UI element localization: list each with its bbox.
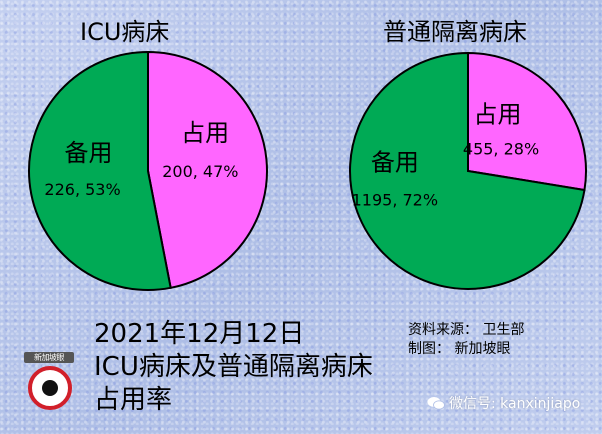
chart-title-icu: ICU病床 — [80, 18, 170, 46]
caption-date: 2021年12月12日 — [94, 319, 305, 349]
brand-logo: 新加坡眼 — [24, 352, 74, 414]
pie-icu-beds: 占用 200, 47% 备用 226, 53% — [28, 50, 268, 291]
chart-title-isolation: 普通隔离病床 — [383, 18, 527, 46]
source-line: 资料来源： 卫生部 — [408, 322, 525, 338]
eye-icon — [28, 366, 72, 410]
watermark-text: 微信号: kanxinjiapo — [449, 396, 581, 412]
slice-value-spare: 1195, 72% — [352, 190, 438, 209]
slice-value-occupied: 200, 47% — [162, 162, 238, 181]
logo-text: 新加坡眼 — [24, 352, 74, 363]
caption-subject: ICU病床及普通隔离病床 — [94, 352, 373, 382]
slice-label-spare: 备用 — [371, 149, 419, 177]
wechat-icon — [427, 397, 445, 410]
caption-rate: 占用率 — [94, 385, 173, 415]
slice-label-occupied: 占用 — [474, 100, 522, 128]
slice-value-occupied: 455, 28% — [463, 140, 539, 159]
pie-slice-spare — [28, 50, 172, 291]
pie-slice-occupied — [467, 51, 587, 192]
caption: 2021年12月12日 ICU病床及普通隔离病床 占用率 — [94, 318, 373, 417]
slice-value-spare: 226, 53% — [44, 180, 120, 199]
pie-slice-spare — [349, 51, 586, 290]
wechat-watermark: 微信号: kanxinjiapo — [427, 393, 580, 413]
slice-label-occupied: 占用 — [181, 119, 229, 147]
pie-slice-occupied — [147, 50, 268, 289]
pie-general-isolation-beds: 占用 455, 28% 备用 1195, 72% — [349, 51, 587, 290]
credit-line: 制图： 新加坡眼 — [408, 341, 511, 357]
slice-label-spare: 备用 — [65, 139, 113, 167]
source-note: 资料来源： 卫生部 制图： 新加坡眼 — [408, 321, 524, 359]
